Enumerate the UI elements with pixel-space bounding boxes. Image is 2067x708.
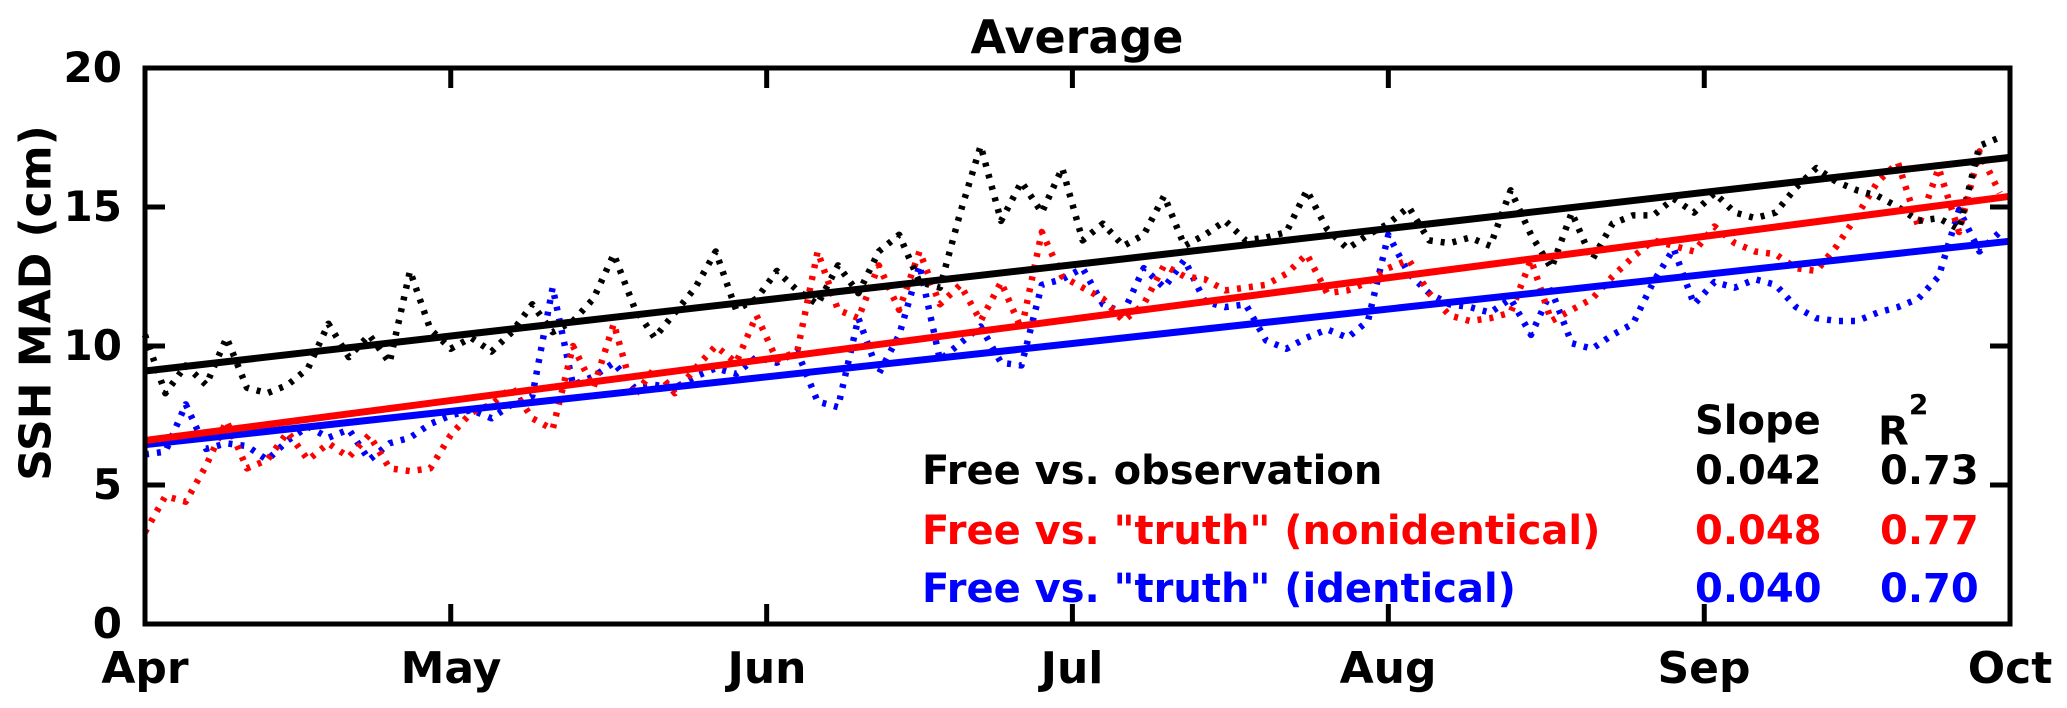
legend-r2-value-truth-nonidentical: 0.77 <box>1880 508 1979 554</box>
y-tick-label-5: 5 <box>92 460 122 509</box>
y-tick-label-10: 10 <box>63 321 122 370</box>
legend-label-truth-identical: Free vs. "truth" (identical) <box>922 566 1516 612</box>
legend-r2-value-truth-identical: 0.70 <box>1880 566 1979 612</box>
series-trend-free-vs-observation <box>144 153 2011 375</box>
x-tick-label-jun: Jun <box>727 643 807 694</box>
legend-header-r2-base: R <box>1878 408 1909 455</box>
x-tick-label-jul: Jul <box>1040 643 1104 694</box>
series-trend-free-vs-truth-identical- <box>144 237 2011 449</box>
y-tick-label-15: 15 <box>63 182 122 231</box>
x-tick-label-aug: Aug <box>1339 643 1437 694</box>
legend-slope-value-truth-nonidentical: 0.048 <box>1695 508 1822 554</box>
legend-label-truth-nonidentical: Free vs. "truth" (nonidentical) <box>922 508 1601 554</box>
y-axis-label-text: SSH MAD (cm) <box>10 125 62 481</box>
legend-r2-value-observation: 0.73 <box>1880 448 1979 494</box>
chart-title: Average <box>970 10 1184 64</box>
legend-slope-value-observation: 0.042 <box>1695 448 1822 494</box>
legend-label-free-vs-observation: Free vs. observation <box>922 448 1383 494</box>
series-dotted-free-vs-truth-nonidentical- <box>142 148 2003 534</box>
legend-header-slope: Slope <box>1695 398 1821 444</box>
y-tick-label-20: 20 <box>63 43 122 92</box>
series-trend-free-vs-truth-nonidentical- <box>144 192 2011 444</box>
legend-header-r2: R2 <box>1878 388 1928 455</box>
y-tick-label-0: 0 <box>92 599 122 648</box>
legend-header-r2-exponent: 2 <box>1908 388 1929 421</box>
x-tick-label-may: May <box>400 643 502 694</box>
x-tick-label-oct: Oct <box>1967 643 2053 694</box>
x-tick-label-apr: Apr <box>101 643 189 694</box>
series-dotted-free-vs-observation <box>141 134 2002 397</box>
x-tick-label-sep: Sep <box>1657 643 1751 694</box>
legend-slope-value-truth-identical: 0.040 <box>1695 566 1822 612</box>
